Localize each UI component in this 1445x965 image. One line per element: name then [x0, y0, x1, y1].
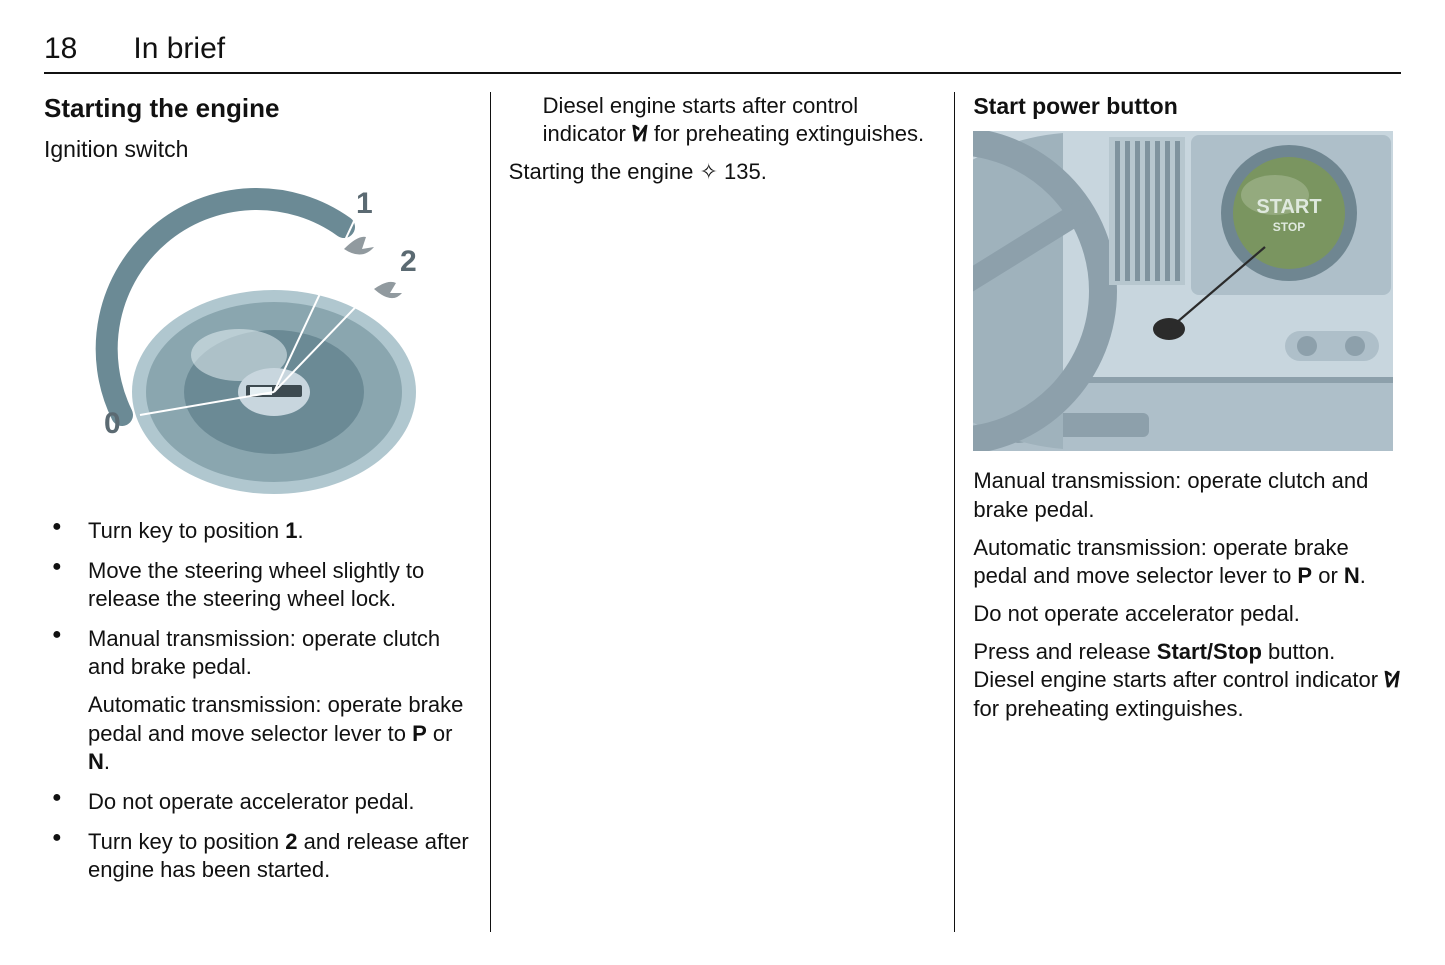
ignition-label-0: 0 [104, 407, 121, 440]
para-accelerator: Do not operate accelerator pedal. [973, 600, 1401, 628]
page-header: 18 In brief [44, 32, 1401, 74]
bullet-bold: N [88, 749, 104, 774]
bold: N [1344, 563, 1360, 588]
bullet-bold: 2 [285, 829, 297, 854]
column-3: Start power button [954, 92, 1401, 932]
bullet-bold: P [412, 721, 427, 746]
figure-start-button: START STOP [973, 131, 1401, 451]
ignition-arrow-1 [344, 236, 374, 254]
text: for preheating extinguishes. [648, 121, 924, 146]
bullet-text: . [104, 749, 110, 774]
para-automatic-transmission: Automatic transmission: operate brake pe… [973, 534, 1401, 590]
list-item: Turn key to position 1. [44, 517, 472, 545]
list-item: Manual transmission: operate clutch and … [44, 625, 472, 776]
bullet-text: Automatic transmission: operate brake pe… [88, 692, 463, 745]
bullet-text: Turn key to position [88, 829, 285, 854]
bullet-bold: 1 [285, 518, 297, 543]
bullet-text: Move the steering wheel slightly to rele… [88, 558, 424, 611]
list-item: Do not operate accelerator pedal. [44, 788, 472, 816]
ignition-steps-list: Turn key to position 1. Move the steerin… [44, 517, 472, 885]
bullet-text: Turn key to position [88, 518, 285, 543]
chapter-title: In brief [133, 32, 225, 66]
column-1: Starting the engine Ignition switch [44, 92, 490, 932]
preheat-icon: ꛘ [632, 121, 648, 146]
column-2: Diesel engine starts after control indic… [490, 92, 955, 932]
bullet-text: . [298, 518, 304, 543]
start-button-label: START [1257, 196, 1322, 218]
dashboard-svg: START STOP [973, 131, 1393, 451]
text: or [1312, 563, 1344, 588]
list-item: Turn key to position 2 and release after… [44, 828, 472, 884]
preheat-icon: ꛘ [1384, 667, 1400, 692]
bullet-text: Manual transmission: operate clutch and … [88, 626, 440, 679]
content-columns: Starting the engine Ignition switch [44, 92, 1401, 932]
bullet-text: Do not operate accelerator pedal. [88, 789, 415, 814]
text: for preheating extinguishes. [973, 696, 1243, 721]
start-button-sublabel: STOP [1273, 220, 1305, 234]
text: Automatic transmission: operate brake pe… [973, 535, 1348, 588]
ignition-switch-svg: 0 1 2 [44, 177, 444, 497]
list-item: Move the steering wheel slightly to rele… [44, 557, 472, 613]
para-press-release: Press and release Start/Stop button. Die… [973, 638, 1401, 722]
text: Press and release [973, 639, 1156, 664]
bold: Start/Stop [1157, 639, 1262, 664]
ignition-label-1: 1 [356, 187, 373, 220]
para-manual-transmission: Manual transmission: operate clutch and … [973, 467, 1401, 523]
climate-strip [1049, 413, 1149, 437]
figure-ignition-switch: 0 1 2 [44, 177, 472, 497]
aux-button-icon [1297, 336, 1317, 356]
page-number: 18 [44, 32, 77, 66]
diesel-note: Diesel engine starts after control indic… [509, 92, 937, 148]
text: 135. [718, 159, 767, 184]
bold: P [1297, 563, 1312, 588]
ignition-label-2: 2 [400, 245, 417, 278]
cross-reference: Starting the engine ✧ 135. [509, 158, 937, 186]
text: . [1360, 563, 1366, 588]
aux-button-icon [1345, 336, 1365, 356]
text: Starting the engine [509, 159, 700, 184]
bullet-subtext: Automatic transmission: operate brake pe… [88, 691, 472, 775]
bullet-text: or [427, 721, 453, 746]
section-title-starting-engine: Starting the engine [44, 92, 472, 125]
ref-arrow-icon: ✧ [699, 159, 717, 184]
section-title-start-power: Start power button [973, 92, 1401, 121]
subheading-ignition-switch: Ignition switch [44, 135, 472, 164]
